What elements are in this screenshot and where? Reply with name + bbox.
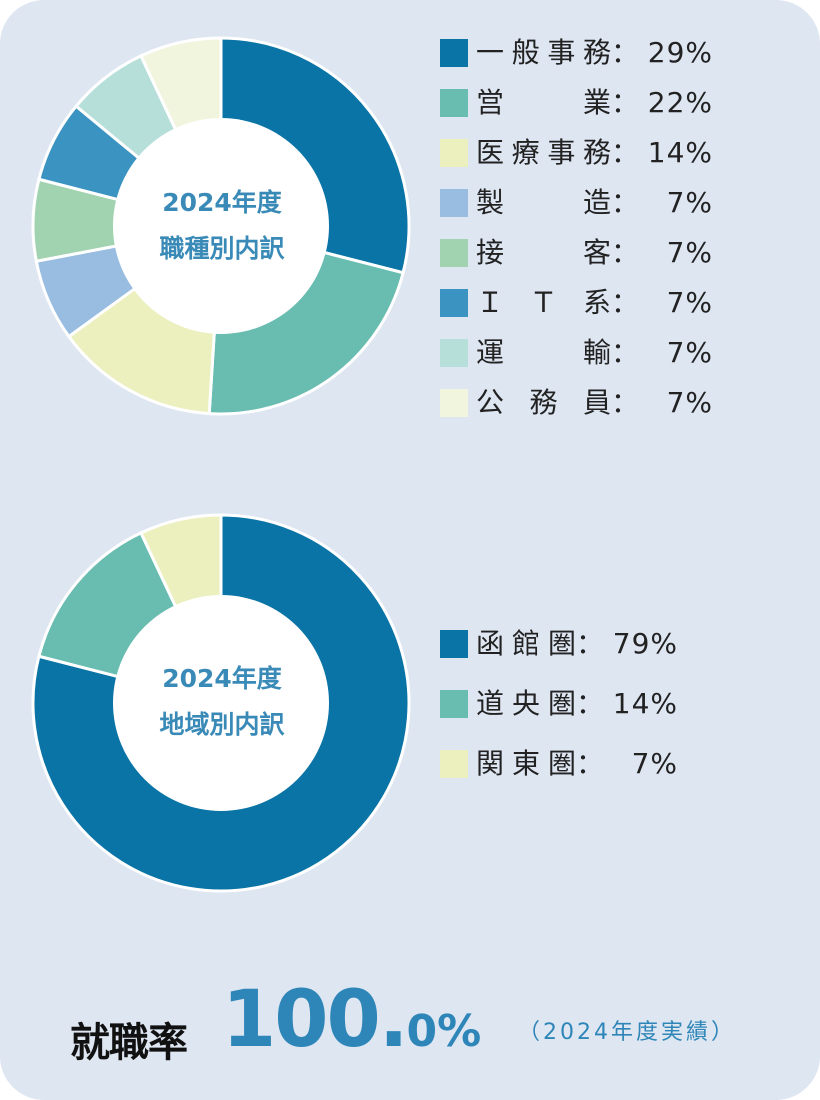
occupation-legend-separator: ：	[611, 386, 640, 419]
occupation-legend-separator: ：	[611, 136, 640, 169]
occupation-legend-separator: ：	[611, 236, 640, 269]
employment-rate-value: 100.0%	[222, 975, 481, 1065]
occupation-legend-value: 22%	[647, 86, 713, 119]
occupation-legend-label: 接 客	[476, 236, 611, 269]
region-legend-value: 14%	[612, 687, 678, 720]
occupation-legend-value: 7%	[666, 336, 713, 369]
region-chart-title: 2024年度	[162, 664, 282, 693]
region-legend-separator: ：	[576, 627, 605, 660]
occupation-chart-title: 2024年度	[162, 188, 282, 217]
occupation-legend-swatch	[440, 39, 468, 67]
occupation-legend-separator: ：	[611, 36, 640, 69]
occupation-legend-value: 7%	[666, 286, 713, 319]
occupation-donut-chart	[31, 36, 411, 416]
employment-rate-note: （2024年度実績）	[518, 1020, 736, 1045]
occupation-legend-value: 14%	[647, 136, 713, 169]
occupation-legend-swatch	[440, 139, 468, 167]
occupation-legend-value: 7%	[666, 186, 713, 219]
region-legend-label: 関東圏	[476, 747, 576, 780]
occupation-chart-center-label: 2024年度 職種別内訳	[122, 180, 322, 272]
employment-rate-label: 就職率	[70, 1020, 188, 1066]
region-chart-subtitle: 地域別内訳	[159, 710, 285, 739]
region-chart-center-label: 2024年度 地域別内訳	[122, 656, 322, 748]
occupation-chart-subtitle: 職種別内訳	[159, 234, 285, 263]
occupation-legend-label: 医療事務	[476, 136, 611, 169]
employment-rate-main: 100.	[222, 975, 408, 1065]
occupation-legend-value: 7%	[666, 236, 713, 269]
region-donut-chart	[31, 513, 411, 893]
occupation-legend-label: 製 造	[476, 186, 611, 219]
occupation-legend-swatch	[440, 289, 468, 317]
region-legend-separator: ：	[576, 687, 605, 720]
occupation-legend-label: 運 輸	[476, 336, 611, 369]
region-legend-swatch	[440, 690, 468, 718]
occupation-legend-label: 一般事務	[476, 36, 611, 69]
occupation-legend-swatch	[440, 239, 468, 267]
occupation-legend-separator: ：	[611, 336, 640, 369]
occupation-legend-label: 公務員	[476, 386, 611, 419]
occupation-legend-separator: ：	[611, 186, 640, 219]
region-legend-value: 7%	[631, 747, 678, 780]
region-donut-hole	[113, 595, 329, 811]
region-legend-swatch	[440, 630, 468, 658]
occupation-legend-label: 営 業	[476, 86, 611, 119]
occupation-donut-hole	[113, 118, 329, 334]
occupation-legend-swatch	[440, 89, 468, 117]
occupation-legend-separator: ：	[611, 86, 640, 119]
occupation-legend-swatch	[440, 389, 468, 417]
occupation-legend-label: ＩＴ系	[476, 286, 611, 319]
occupation-legend-separator: ：	[611, 286, 640, 319]
occupation-legend-value: 29%	[647, 36, 713, 69]
region-legend-label: 道央圏	[476, 687, 576, 720]
region-legend-label: 函館圏	[476, 627, 576, 660]
occupation-legend-swatch	[440, 339, 468, 367]
occupation-legend-swatch	[440, 189, 468, 217]
region-legend-swatch	[440, 750, 468, 778]
occupation-legend-value: 7%	[666, 386, 713, 419]
region-legend-value: 79%	[612, 627, 678, 660]
employment-rate-decimal: 0%	[406, 1006, 482, 1057]
region-legend-separator: ：	[576, 747, 605, 780]
